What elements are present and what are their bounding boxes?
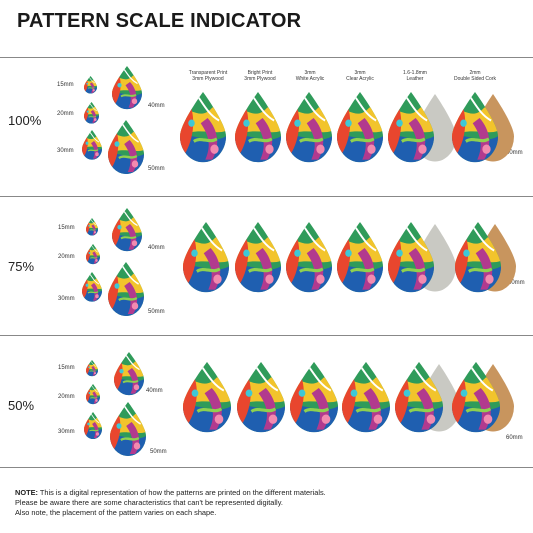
swatch-transparent-plywood — [178, 362, 236, 435]
size-label-50mm: 50mm — [148, 166, 165, 172]
swatch-clear-acrylic — [337, 362, 395, 435]
size-label-15mm: 15mm — [58, 225, 75, 231]
size-label-30mm: 30mm — [58, 296, 75, 302]
swatch-bright-plywood — [232, 362, 290, 435]
swatch-15mm — [85, 218, 99, 236]
swatch-20mm — [85, 384, 102, 405]
divider — [0, 467, 533, 468]
size-label-30mm: 30mm — [58, 429, 75, 435]
material-header-bright-plywood: Bright Print 3mm Plywood — [244, 70, 276, 82]
size-label-40mm: 40mm — [148, 245, 165, 251]
swatch-40mm — [109, 66, 145, 111]
material-header-clear-acrylic: 3mm Clear Acrylic — [346, 70, 374, 82]
swatch-white-acrylic — [281, 92, 336, 165]
material-size-label: 60mm — [506, 435, 523, 441]
material-size-label: 60mm — [506, 150, 523, 156]
swatch-15mm — [85, 360, 99, 377]
material-header-cork: 2mm Double Sided Cork — [454, 70, 496, 82]
note-label: NOTE: — [15, 488, 38, 497]
scale-label: 50% — [8, 398, 35, 413]
swatch-20mm — [83, 102, 101, 124]
page-title: PATTERN SCALE INDICATOR — [17, 10, 302, 32]
note-line2: Please be aware there are some character… — [15, 498, 283, 507]
note-line1: This is a digital representation of how … — [38, 488, 326, 497]
size-label-20mm: 20mm — [57, 111, 74, 117]
size-label-15mm: 15mm — [57, 82, 74, 88]
swatch-40mm — [111, 352, 147, 397]
size-label-40mm: 40mm — [148, 103, 165, 109]
divider — [0, 196, 533, 197]
swatch-15mm — [83, 76, 99, 94]
note-line3: Also note, the placement of the pattern … — [15, 508, 217, 517]
swatch-clear-acrylic — [332, 92, 387, 165]
note: NOTE: This is a digital representation o… — [15, 488, 525, 518]
size-label-30mm: 30mm — [57, 148, 74, 154]
size-label-15mm: 15mm — [58, 365, 75, 371]
swatch-transparent-plywood — [178, 222, 233, 295]
swatch-white-acrylic — [281, 222, 336, 295]
material-header-white-acrylic: 3mm White Acrylic — [295, 70, 325, 82]
size-label-50mm: 50mm — [150, 449, 167, 455]
material-header-leather: 1.6-1.8mm Leather — [403, 70, 427, 82]
material-size-label: 60mm — [508, 280, 525, 286]
swatch-clear-acrylic — [332, 222, 387, 295]
swatch-20mm — [85, 244, 102, 265]
swatch-30mm — [82, 412, 104, 440]
divider — [0, 57, 533, 58]
scale-label: 75% — [8, 259, 35, 274]
divider — [0, 335, 533, 336]
size-label-40mm: 40mm — [146, 388, 163, 394]
size-label-50mm: 50mm — [148, 309, 165, 315]
material-header-transparent-plywood: Transparent Print 3mm Plywood — [188, 70, 228, 82]
swatch-transparent-plywood — [175, 92, 230, 165]
swatch-50mm — [104, 120, 147, 176]
swatch-bright-plywood — [230, 92, 285, 165]
size-label-20mm: 20mm — [58, 394, 75, 400]
swatch-white-acrylic — [285, 362, 343, 435]
swatch-40mm — [109, 208, 145, 253]
swatch-bright-plywood — [230, 222, 285, 295]
swatch-30mm — [80, 130, 104, 161]
swatch-50mm — [104, 262, 147, 318]
swatch-30mm — [80, 272, 104, 303]
swatch-50mm — [106, 402, 149, 458]
size-label-20mm: 20mm — [58, 254, 75, 260]
scale-label: 100% — [8, 113, 42, 128]
